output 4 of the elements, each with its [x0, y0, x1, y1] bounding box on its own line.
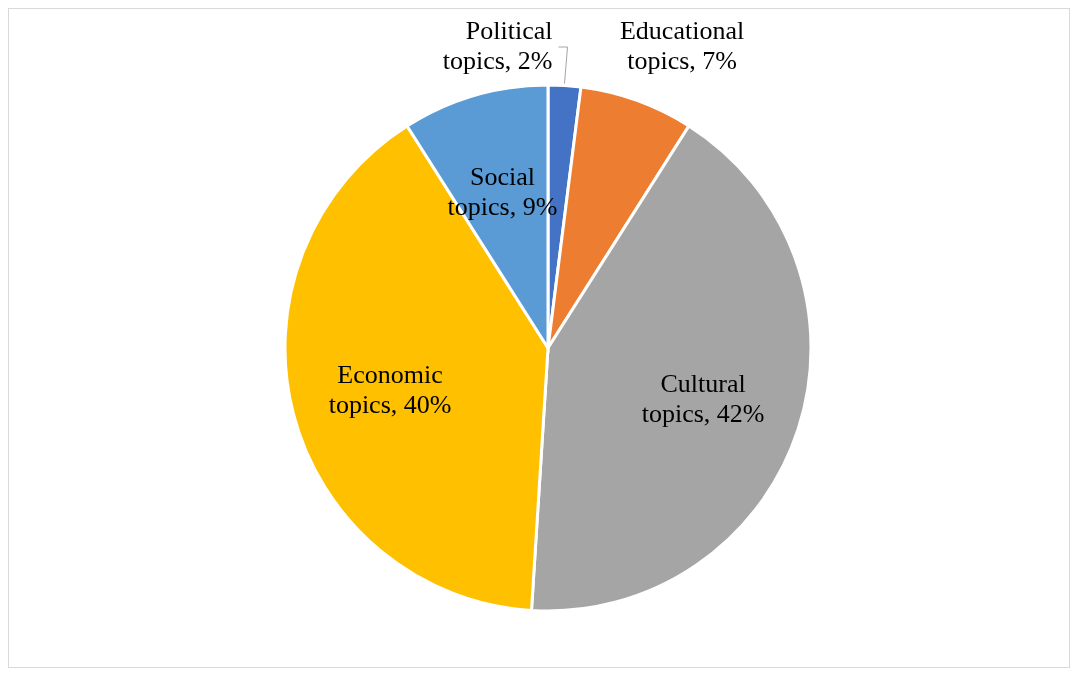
slice-label: Political topics, 2% [442, 16, 553, 75]
slice-label: Economic topics, 40% [328, 359, 452, 419]
slice-label: Cultural topics, 42% [641, 369, 765, 429]
slice-label: Educational topics, 7% [619, 16, 745, 75]
